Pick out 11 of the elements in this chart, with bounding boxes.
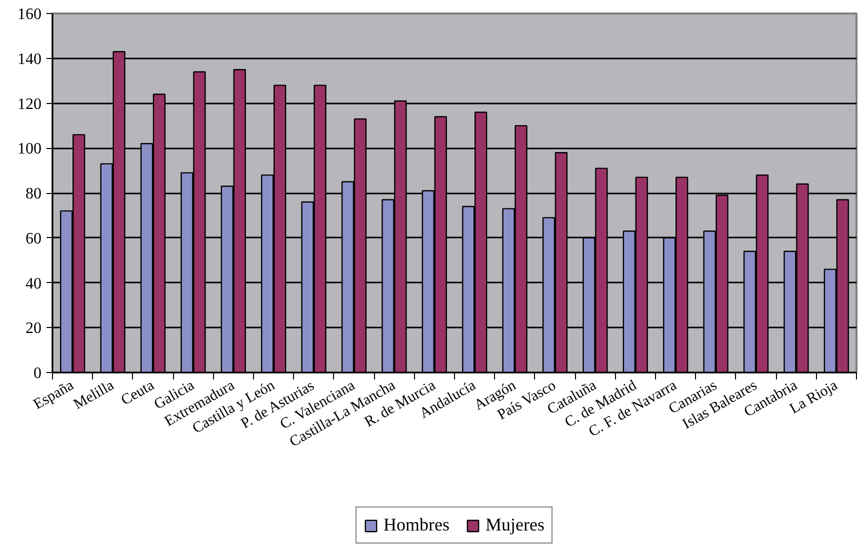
y-tick-label: 160 [18, 6, 42, 23]
y-tick-label: 40 [26, 275, 42, 292]
y-tick-label: 120 [18, 96, 42, 113]
y-tick-label: 140 [18, 50, 42, 68]
legend-label: Hombres [384, 514, 450, 536]
legend-label: Mujeres [486, 514, 544, 536]
y-tick-label: 100 [18, 140, 42, 158]
y-tick-label: 0 [34, 365, 42, 382]
y-tick-label: 20 [26, 320, 42, 338]
y-tick-label: 80 [26, 186, 42, 202]
y-tick-label: 60 [26, 230, 42, 248]
